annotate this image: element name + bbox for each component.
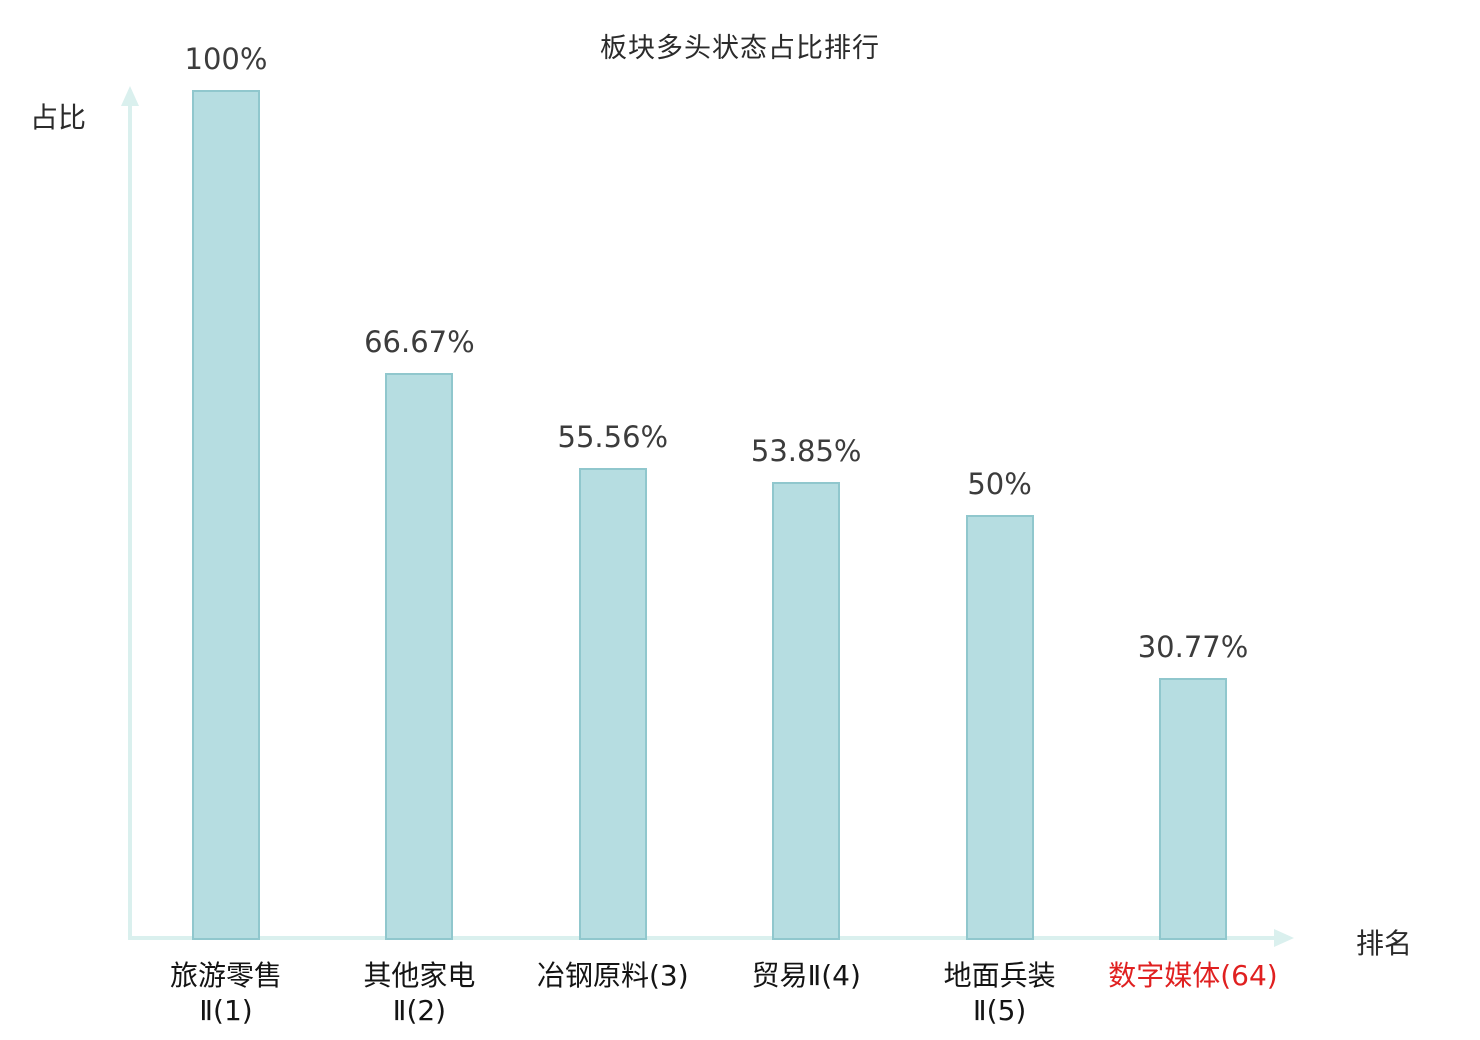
category-label-line: 贸易Ⅱ(4) xyxy=(751,959,861,992)
bar-value-label: 53.85% xyxy=(750,434,862,469)
bar-2 xyxy=(385,373,454,940)
category-label-line: 地面兵装 xyxy=(943,959,1056,992)
category-label-5: 地面兵装 Ⅱ(5) xyxy=(860,958,1140,1028)
chart-title: 板块多头状态占比排行 xyxy=(600,33,880,64)
y-axis-arrow-icon xyxy=(121,86,139,106)
category-label-line: Ⅱ(2) xyxy=(392,994,447,1027)
bar-3 xyxy=(578,467,647,940)
bar-value-label: 66.67% xyxy=(364,325,475,360)
x-axis-label: 排名 xyxy=(1356,927,1413,960)
category-label-1: 旅游零售 Ⅱ(1) xyxy=(86,958,366,1028)
category-label-line: 其他家电 xyxy=(363,959,476,992)
bar-1 xyxy=(192,90,260,940)
category-label-line: 旅游零售 xyxy=(169,959,282,992)
category-label-4: 贸易Ⅱ(4) xyxy=(666,958,946,993)
bar-6 xyxy=(1159,678,1227,940)
bar-value-label: 100% xyxy=(184,42,268,76)
x-axis-arrow-icon xyxy=(1274,929,1294,947)
bar-value-label: 55.56% xyxy=(557,419,669,454)
category-label-line: Ⅱ(1) xyxy=(199,994,253,1027)
bar-value-label: 30.77% xyxy=(1137,630,1249,665)
bar-5 xyxy=(965,515,1034,940)
category-label-6: 数字媒体(64) xyxy=(1053,958,1333,993)
category-label-3: 冶钢原料(3) xyxy=(473,958,753,993)
y-axis-label: 占比 xyxy=(30,101,87,134)
bar-value-label: 50% xyxy=(967,467,1032,501)
category-label-line: Ⅱ(5) xyxy=(972,994,1027,1027)
category-label-2: 其他家电 Ⅱ(2) xyxy=(279,958,559,1028)
category-label-line: 数字媒体(64) xyxy=(1108,959,1278,992)
bar-4 xyxy=(772,482,841,940)
category-label-line: 冶钢原料(3) xyxy=(536,959,689,992)
